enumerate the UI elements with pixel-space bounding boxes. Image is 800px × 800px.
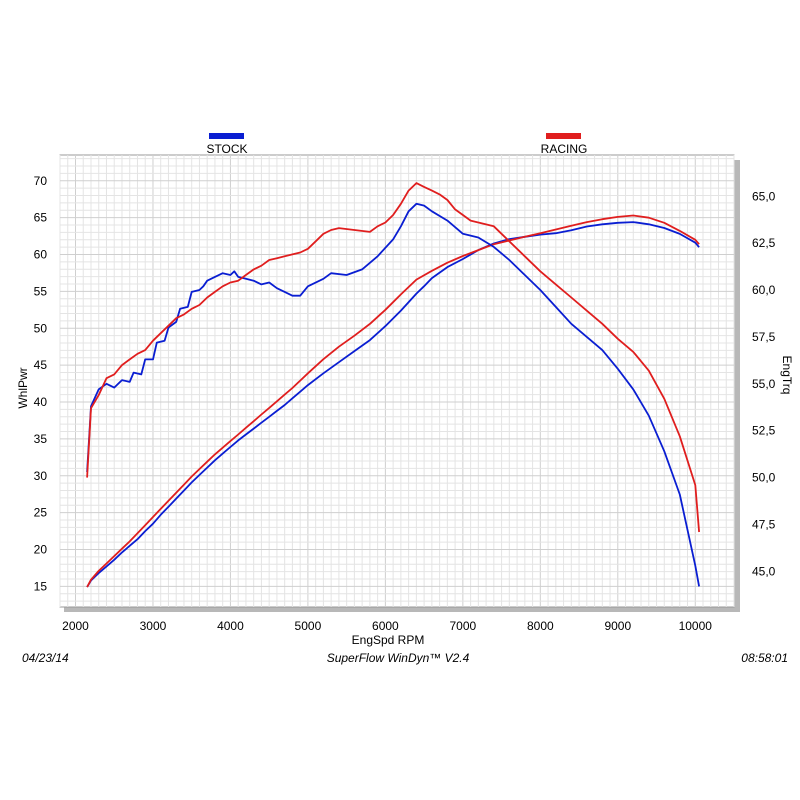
legend-swatch-stock xyxy=(209,133,244,139)
legend-swatch-racing xyxy=(546,133,581,139)
footer-software: SuperFlow WinDyn™ V2.4 xyxy=(327,651,470,665)
y-right-tick-label: 52,5 xyxy=(752,424,776,438)
x-axis-ticks: 2000 3000 4000 5000 6000 7000 8000 9000 10000 xyxy=(62,619,712,633)
y-left-tick-label: 45 xyxy=(34,358,48,372)
x-tick-label: 5000 xyxy=(295,619,322,633)
y-left-tick-label: 30 xyxy=(34,469,48,483)
y-right-tick-label: 50,0 xyxy=(752,471,776,485)
x-tick-label: 7000 xyxy=(449,619,476,633)
y-left-tick-label: 35 xyxy=(34,432,48,446)
y-right-tick-label: 65,0 xyxy=(752,189,776,203)
series-layer xyxy=(86,182,700,588)
y-right-tick-label: 62,5 xyxy=(752,236,776,250)
y-left-tick-label: 60 xyxy=(34,248,48,262)
right-axis-ticks: 45,0 47,5 50,0 52,5 55,0 57,5 60,0 62,5 65,0 xyxy=(752,189,776,578)
y-right-tick-label: 55,0 xyxy=(752,377,776,391)
y-left-tick-label: 50 xyxy=(34,321,48,335)
y-left-tick-label: 20 xyxy=(34,542,48,556)
y-left-tick-label: 15 xyxy=(34,579,48,593)
x-tick-label: 9000 xyxy=(604,619,631,633)
legend-label-stock: STOCK xyxy=(206,142,247,156)
racing-whlpwr-line xyxy=(86,214,700,588)
x-tick-label: 3000 xyxy=(140,619,167,633)
y-right-tick-label: 57,5 xyxy=(752,330,776,344)
y-right-axis-label: EngTrq xyxy=(780,356,794,395)
x-tick-label: 8000 xyxy=(527,619,554,633)
x-tick-label: 10000 xyxy=(679,619,713,633)
y-left-tick-label: 70 xyxy=(34,174,48,188)
footer-date: 04/23/14 xyxy=(22,651,69,665)
x-tick-label: 6000 xyxy=(372,619,399,633)
y-right-tick-label: 47,5 xyxy=(752,517,776,531)
plot-area xyxy=(59,154,735,608)
racing-engtrq-line xyxy=(86,182,700,533)
y-left-tick-label: 25 xyxy=(34,506,48,520)
y-left-axis-label: WhlPwr xyxy=(16,367,30,408)
y-left-tick-label: 55 xyxy=(34,284,48,298)
stock-whlpwr-line xyxy=(86,221,700,588)
y-right-tick-label: 60,0 xyxy=(752,283,776,297)
stock-engtrq-line xyxy=(86,202,700,587)
footer-time: 08:58:01 xyxy=(741,651,788,665)
y-left-tick-label: 65 xyxy=(34,211,48,225)
left-axis-ticks: 15 20 25 30 35 40 45 50 55 60 65 70 xyxy=(34,174,48,594)
legend: STOCK RACING xyxy=(206,133,587,156)
y-right-tick-label: 45,0 xyxy=(752,564,776,578)
x-tick-label: 2000 xyxy=(62,619,89,633)
x-axis-label: EngSpd RPM xyxy=(352,633,425,647)
y-left-tick-label: 40 xyxy=(34,395,48,409)
x-tick-label: 4000 xyxy=(217,619,244,633)
legend-label-racing: RACING xyxy=(541,142,588,156)
